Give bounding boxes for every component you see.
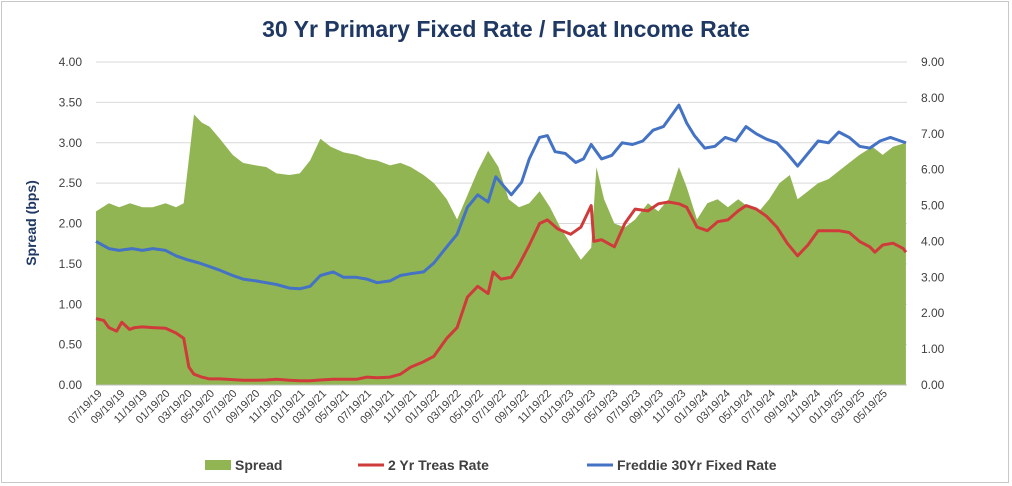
y-right-tick-label: 7.00 [921,127,945,141]
y-axis-label: Spread (bps) [23,180,39,266]
2-yr-treas-rate-line [95,200,908,383]
x-axis-ticks: 07/19/1909/19/1911/19/1901/19/2003/19/20… [66,388,890,427]
freddie-30yr-fixed-rate-line [95,103,907,291]
y-right-tick-label: 2.00 [921,306,945,320]
y-tick-label: 1.00 [59,297,83,311]
y-right-tick-label: 4.00 [921,234,945,248]
y-right-tick-label: 8.00 [921,91,945,105]
y-tick-label: 3.00 [59,136,83,150]
right-axis-ticks: 0.00 1.00 2.00 3.00 4.00 5.00 6.00 7.00 8.00 9.00 [921,55,945,392]
spread-area-layer [96,114,906,385]
y-right-tick-label: 1.00 [921,342,945,356]
legend-label-freddie-30yr-fixed-rate: Freddie 30Yr Fixed Rate [617,457,777,473]
y-right-tick-label: 3.00 [921,270,945,284]
chart-title: 30 Yr Primary Fixed Rate / Float Income … [262,16,750,42]
legend-label-spread: Spread [235,457,282,473]
y-tick-label: 2.00 [59,217,83,231]
y-tick-label: 2.50 [59,176,83,190]
y-tick-label: 4.00 [59,55,83,69]
y-right-tick-label: 9.00 [921,55,945,69]
left-axis-ticks: 0.00 0.50 1.00 1.50 2.00 2.50 3.00 3.50 4.00 [59,55,83,392]
spread-area [96,114,906,385]
y-tick-label: 0.50 [59,338,83,352]
rate-lines-layer [95,103,908,383]
y-right-tick-label: 6.00 [921,163,945,177]
y-right-tick-label: 0.00 [921,378,945,392]
legend: Spread 2 Yr Treas Rate Freddie 30Yr Fixed … [205,457,777,473]
legend-label-2-yr-treas-rate: 2 Yr Treas Rate [388,457,489,473]
y-tick-label: 3.50 [59,95,83,109]
y-tick-label: 0.00 [59,378,83,392]
legend-swatch-spread [205,460,231,470]
y-tick-label: 1.50 [59,257,83,271]
y-right-tick-label: 5.00 [921,199,945,213]
